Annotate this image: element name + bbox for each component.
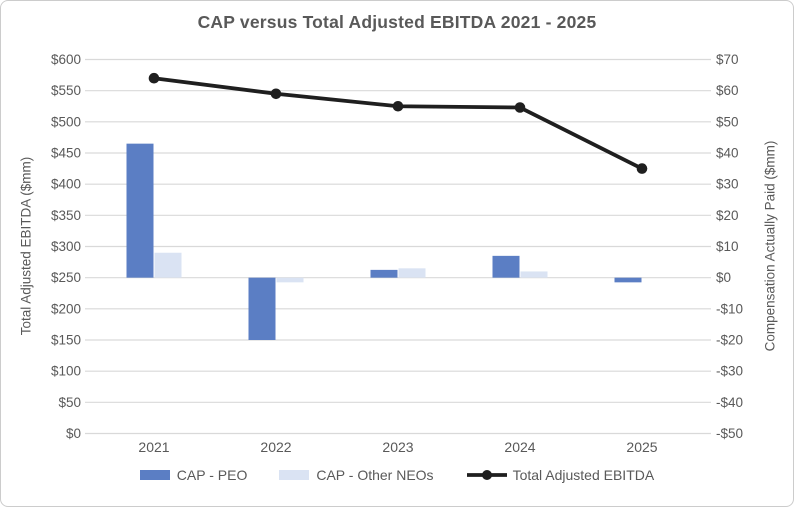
legend: CAP - PEO CAP - Other NEOs Total Adjuste… <box>1 467 793 483</box>
ebitda-marker-2021 <box>148 72 160 84</box>
left-axis-tick-label: $250 <box>51 270 81 285</box>
bar-cap-peo-2025 <box>614 277 642 283</box>
ebitda-marker-2022 <box>270 88 282 100</box>
right-axis-tick-label: $50 <box>716 114 739 129</box>
right-axis-tick-label: -$30 <box>716 364 743 379</box>
right-axis-tick-label: $20 <box>716 208 739 223</box>
cap-peo-swatch-icon <box>139 470 170 480</box>
bar-cap-other-neos-2022 <box>276 277 304 283</box>
x-axis-label-2022: 2022 <box>260 439 291 455</box>
ebitda-marker-2023 <box>392 100 404 112</box>
ebitda-marker-2024 <box>514 102 526 113</box>
left-axis-tick-label: $600 <box>51 52 81 67</box>
left-axis-tick-label: $450 <box>51 146 81 161</box>
left-axis-tick-label: $100 <box>51 364 81 379</box>
right-axis-tick-label: -$10 <box>716 301 743 316</box>
bar-cap-other-neos-2021 <box>154 252 182 278</box>
right-axis-tick-label: $10 <box>716 239 739 254</box>
bar-cap-peo-2022 <box>248 277 276 340</box>
left-axis-tick-label: $150 <box>51 333 81 348</box>
right-axis-tick-label: $40 <box>716 146 739 161</box>
right-axis-tick-label: $30 <box>716 177 739 192</box>
ebitda-marker-2025 <box>636 163 648 174</box>
x-axis-label-2021: 2021 <box>138 439 169 455</box>
right-axis-tick-label: $70 <box>716 52 739 67</box>
x-axis-label-2025: 2025 <box>626 439 657 455</box>
bar-cap-peo-2021 <box>126 143 154 278</box>
left-axis-tick-label: $350 <box>51 208 81 223</box>
cap-other-neos-swatch-icon <box>279 470 310 480</box>
left-axis-tick-label: $0 <box>66 426 81 441</box>
legend-item-cap-peo: CAP - PEO <box>139 467 248 483</box>
legend-label-cap-peo: CAP - PEO <box>176 467 248 483</box>
x-axis-label-2024: 2024 <box>504 439 535 455</box>
left-axis-tick-label: $200 <box>51 301 81 316</box>
legend-item-cap-other-neos: CAP - Other NEOs <box>279 467 434 483</box>
legend-item-ebitda: Total Adjusted EBITDA <box>466 467 655 483</box>
legend-label-cap-other-neos: CAP - Other NEOs <box>316 467 434 483</box>
ebitda-legend-dot <box>481 470 492 480</box>
left-axis-tick-label: $300 <box>51 239 81 254</box>
ebitda-line-marker-icon <box>466 470 507 480</box>
bar-cap-peo-2023 <box>370 269 398 278</box>
right-axis-tick-label: -$50 <box>716 426 743 441</box>
left-axis-tick-label: $50 <box>58 395 81 410</box>
x-axis-label-2023: 2023 <box>382 439 413 455</box>
right-axis-tick-label: $60 <box>716 83 739 98</box>
left-axis-tick-label: $400 <box>51 177 81 192</box>
chart-title: CAP versus Total Adjusted EBITDA 2021 - … <box>197 12 597 32</box>
right-axis-tick-label: $0 <box>716 270 731 285</box>
left-axis-tick-label: $550 <box>51 83 81 98</box>
left-axis-tick-label: $500 <box>51 114 81 129</box>
right-axis-tick-label: -$20 <box>716 333 743 348</box>
bar-cap-peo-2024 <box>492 255 520 278</box>
ebitda-line <box>153 76 643 171</box>
bar-cap-other-neos-2024 <box>520 271 548 278</box>
right-axis-tick-label: -$40 <box>716 395 743 410</box>
bar-cap-other-neos-2023 <box>398 268 426 278</box>
legend-label-ebitda: Total Adjusted EBITDA <box>512 467 655 483</box>
